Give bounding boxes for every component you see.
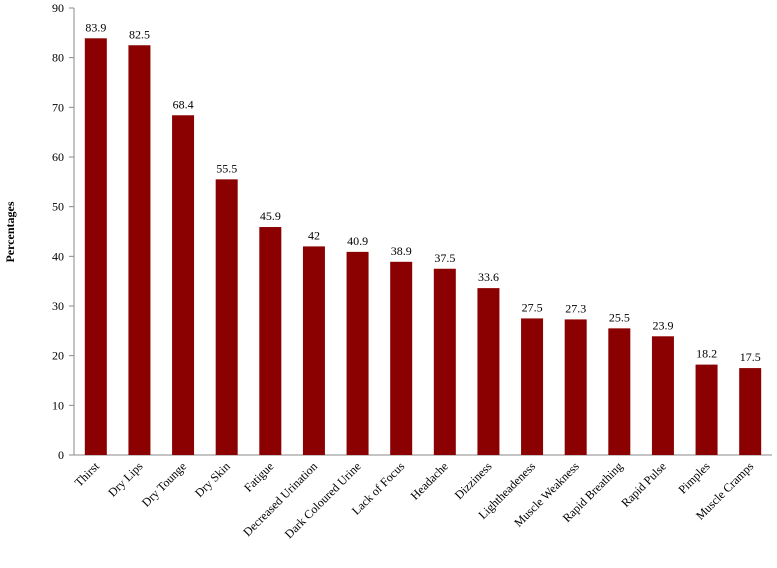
value-label: 27.3 [565, 301, 586, 315]
x-tick-label: Pimples [675, 459, 712, 496]
bar [346, 251, 369, 455]
value-label: 37.5 [434, 251, 455, 265]
y-tick-label: 20 [52, 349, 64, 363]
bar [215, 179, 238, 455]
y-tick-label: 60 [52, 150, 64, 164]
value-label: 42 [308, 228, 320, 242]
y-tick-label: 10 [52, 398, 64, 412]
bar [433, 268, 456, 455]
value-label: 23.9 [652, 318, 673, 332]
y-tick-label: 80 [52, 51, 64, 65]
bar [172, 115, 195, 455]
y-tick-label: 90 [52, 1, 64, 15]
y-tick-label: 0 [58, 448, 64, 462]
value-label: 18.2 [696, 347, 717, 361]
value-label: 27.5 [522, 300, 543, 314]
x-tick-label: Headache [408, 459, 451, 502]
value-label: 55.5 [216, 161, 237, 175]
x-tick-label: Rapid Pulse [618, 459, 669, 510]
x-tick-label: Thirst [72, 459, 103, 490]
bar [608, 328, 631, 455]
value-label: 25.5 [609, 310, 630, 324]
x-tick-label: Dry Lips [105, 459, 146, 500]
value-label: 82.5 [129, 27, 150, 41]
bar [128, 45, 151, 455]
x-tick-label: Dry Skin [192, 459, 233, 500]
value-label: 40.9 [347, 234, 368, 248]
bar [521, 318, 544, 455]
x-tick-label: Fatigue [241, 459, 276, 494]
value-label: 83.9 [85, 20, 106, 34]
value-label: 33.6 [478, 270, 499, 284]
x-tick-label: Dark Coloured Urine [282, 459, 364, 541]
x-tick-label: Dry Tounge [139, 459, 189, 509]
bar [302, 246, 325, 455]
y-tick-label: 50 [52, 200, 64, 214]
y-tick-label: 70 [52, 100, 64, 114]
bar [651, 336, 674, 455]
bar [84, 38, 107, 456]
value-label: 17.5 [740, 350, 761, 364]
y-axis-label: Percentages [3, 201, 17, 262]
y-tick-label: 30 [52, 299, 64, 313]
bar [564, 319, 587, 455]
bar [259, 227, 282, 455]
y-tick-label: 40 [52, 249, 64, 263]
value-label: 38.9 [391, 244, 412, 258]
bar [477, 288, 500, 455]
bar [739, 368, 762, 455]
value-label: 68.4 [173, 97, 194, 111]
x-tick-label: Dizziness [452, 459, 495, 502]
bar [390, 261, 413, 455]
bar [695, 364, 718, 455]
x-tick-label: Decreased Urination [240, 459, 320, 539]
value-label: 45.9 [260, 209, 281, 223]
